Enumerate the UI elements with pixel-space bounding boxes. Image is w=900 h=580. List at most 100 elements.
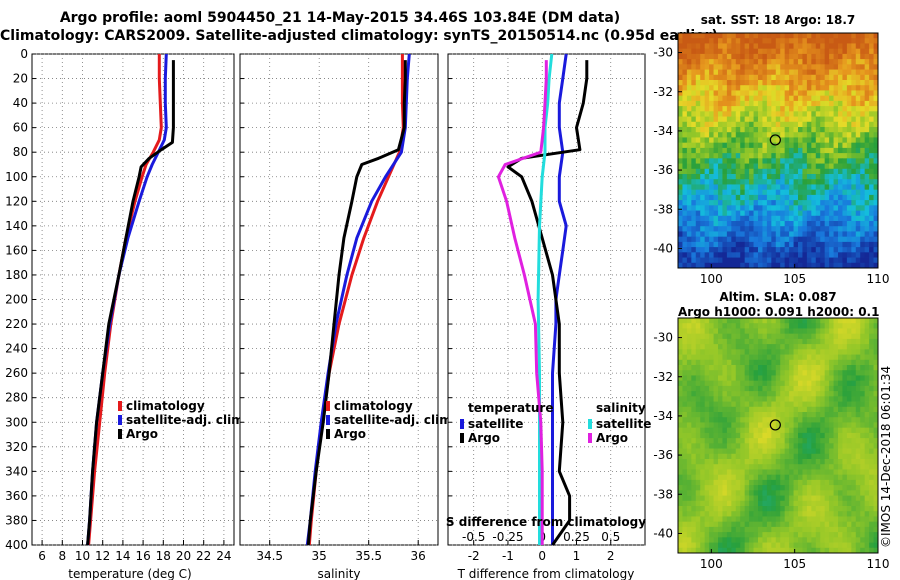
difference-legend-temp-title: temperature (468, 401, 553, 415)
salinity-xlabel: salinity (317, 567, 360, 580)
temperature-xlabel: temperature (deg C) (68, 567, 191, 580)
difference-xtick-label: 0 (538, 549, 546, 563)
sst-map-ytick-label: -32 (653, 85, 673, 99)
temperature-xtick-label: 24 (216, 549, 231, 563)
difference-legend-temp-argo-label: Argo (468, 431, 500, 445)
temperature-climatology-line (87, 54, 163, 546)
depth-tick-label: 180 (5, 268, 28, 282)
difference-xtick-label: -1 (502, 549, 514, 563)
difference-salinity-argo-line (496, 60, 548, 545)
salinity-xtick-label: 35.5 (355, 549, 382, 563)
sst-map-grid (678, 33, 879, 269)
depth-tick-label: 0 (20, 47, 28, 61)
sst-map-xtick-label: 105 (783, 272, 806, 286)
depth-tick-label: 240 (5, 342, 28, 356)
depth-tick-label: 220 (5, 317, 28, 331)
sla-map-title-line2: Argo h1000: 0.091 h2000: 0.1 (678, 305, 880, 319)
sst-map-xtick-label: 110 (867, 272, 890, 286)
difference-xlabel: T difference from climatology (457, 567, 635, 580)
sla-map-frame (677, 317, 879, 554)
temperature-legend-swatch (118, 415, 122, 425)
temperature-xtick-label: 16 (135, 549, 150, 563)
temperature-legend-label: climatology (126, 399, 205, 413)
difference-xlabel2: S difference from climatology (446, 515, 646, 529)
depth-tick-label: 40 (13, 96, 28, 110)
sst-map-ytick-label: -38 (653, 202, 673, 216)
imos-timestamp: ©IMOS 14-Dec-2018 06:01:34 (879, 365, 893, 548)
depth-tick-label: 380 (5, 513, 28, 527)
difference-legend-temp-satellite-swatch (460, 419, 464, 429)
salinity-legend-label: Argo (334, 427, 366, 441)
depth-tick-label: 400 (5, 538, 28, 552)
sst-map-ytick-label: -30 (653, 46, 673, 60)
difference-salinity-tick-label: -0.5 (462, 530, 485, 544)
salinity-legend-swatch (326, 401, 330, 411)
difference-xtick-label: 2 (607, 549, 615, 563)
salinity-legend-label: satellite-adj. clim. (334, 413, 456, 427)
sla-map-title-line1: Altim. SLA: 0.087 (719, 290, 837, 304)
sla-map-ytick-label: -38 (653, 487, 673, 501)
sst-map-ytick-label: -34 (653, 124, 673, 138)
salinity-xtick-label: 35 (312, 549, 327, 563)
temperature-xtick-label: 6 (38, 549, 46, 563)
difference-salinity-tick-label: -0.25 (492, 530, 523, 544)
difference-xtick-label: -2 (468, 549, 480, 563)
depth-tick-label: 360 (5, 489, 28, 503)
salinity-legend-swatch (326, 429, 330, 439)
difference-legend-sal-title: salinity (596, 401, 646, 415)
difference-legend-temp-satellite-label: satellite (468, 417, 523, 431)
sla-map-argo-marker (769, 419, 781, 431)
sst-map-title: sat. SST: 18 Argo: 18.7 (700, 13, 856, 27)
temperature-legend-label: satellite-adj. clim. (126, 413, 248, 427)
sla-map-xtick-label: 110 (867, 557, 890, 571)
temperature-xtick-label: 8 (58, 549, 66, 563)
temperature-legend-label: Argo (126, 427, 158, 441)
salinity-legend-label: climatology (334, 399, 413, 413)
temperature-xtick-label: 14 (115, 549, 130, 563)
sst-map-ytick-label: -40 (653, 241, 673, 255)
difference-legend-sal-argo-swatch (588, 433, 592, 443)
difference-temperature-argo-line (506, 60, 589, 546)
sla-map-ytick-label: -40 (653, 526, 673, 540)
temperature-xtick-label: 20 (176, 549, 191, 563)
salinity-legend-swatch (326, 415, 330, 425)
sla-map-ytick-label: -30 (653, 331, 673, 345)
temperature-xtick-label: 18 (156, 549, 171, 563)
depth-tick-label: 160 (5, 243, 28, 257)
depth-tick-label: 100 (5, 170, 28, 184)
sst-map-xtick-label: 100 (700, 272, 723, 286)
sst-map-argo-marker (769, 134, 781, 146)
salinity-xtick-label: 34.5 (256, 549, 283, 563)
depth-tick-label: 20 (13, 72, 28, 86)
sla-map-xtick-label: 105 (783, 557, 806, 571)
difference-legend-sal-satellite-swatch (588, 419, 592, 429)
depth-tick-label: 300 (5, 415, 28, 429)
temperature-argo-line (86, 60, 175, 546)
depth-tick-label: 140 (5, 219, 28, 233)
difference-legend-sal-argo-label: Argo (596, 431, 628, 445)
depth-tick-label: 80 (13, 145, 28, 159)
sla-map-ytick-label: -34 (653, 409, 673, 423)
sla-map-xtick-label: 100 (700, 557, 723, 571)
temperature-legend-swatch (118, 401, 122, 411)
plot-title-line2: Climatology: CARS2009. Satellite-adjuste… (0, 28, 718, 44)
depth-tick-label: 120 (5, 194, 28, 208)
depth-tick-label: 60 (13, 121, 28, 135)
sla-map-ytick-label: -36 (653, 448, 673, 462)
difference-legend-temp-argo-swatch (460, 433, 464, 443)
difference-salinity-tick-label: 0.25 (563, 530, 590, 544)
temperature-xtick-label: 22 (196, 549, 211, 563)
depth-tick-label: 320 (5, 440, 28, 454)
sst-map-ytick-label: -36 (653, 163, 673, 177)
difference-legend-sal-satellite-label: satellite (596, 417, 651, 431)
salinity-argo-line (306, 60, 407, 546)
sla-map-ytick-label: -32 (653, 370, 673, 384)
sst-map-frame (677, 32, 879, 269)
plot-title-line1: Argo profile: aoml 5904450_21 14-May-201… (59, 10, 621, 26)
sla-map-grid (678, 318, 879, 554)
depth-tick-label: 340 (5, 464, 28, 478)
depth-tick-label: 260 (5, 366, 28, 380)
difference-xtick-label: 1 (573, 549, 581, 563)
difference-salinity-tick-label: 0.5 (601, 530, 620, 544)
